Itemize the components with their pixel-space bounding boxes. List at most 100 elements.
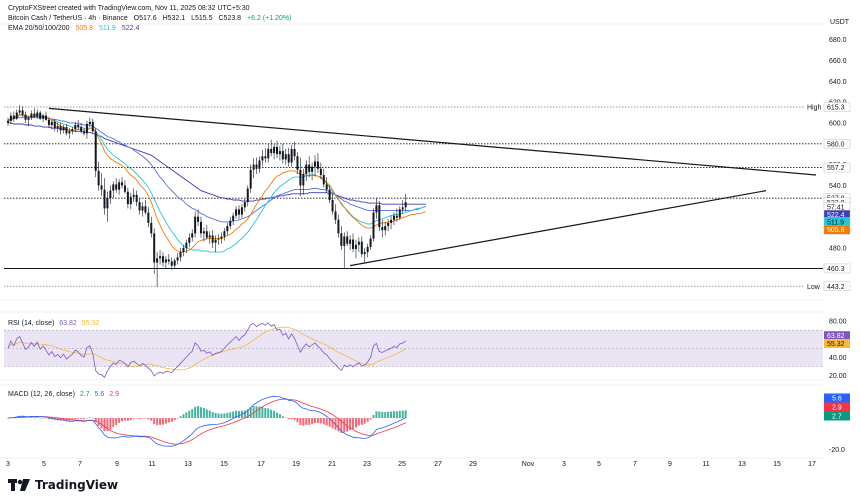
macd-histogram-bar (325, 418, 328, 426)
macd-badge-value: 5.6 (832, 396, 842, 403)
macd-histogram-bar (284, 417, 287, 418)
candle-body (194, 216, 197, 234)
time-tick-label: 3 (562, 461, 566, 468)
candle (328, 185, 331, 204)
macd-histogram-bar (50, 418, 53, 420)
macd-histogram-bar (97, 418, 100, 426)
candle-body (369, 238, 372, 247)
candle (375, 197, 378, 219)
candle-body (170, 261, 173, 266)
macd-histogram-bar (85, 418, 88, 419)
candle (42, 113, 45, 122)
candle-body (103, 189, 106, 209)
macd-histogram-bar (188, 410, 191, 418)
rsi-badge (824, 331, 850, 341)
time-tick-label: 21 (328, 461, 336, 468)
macd-histogram-bar (59, 418, 62, 421)
candle (349, 235, 352, 251)
candle-body (88, 121, 91, 124)
candle (302, 168, 305, 195)
candle (381, 219, 384, 238)
candle (360, 236, 363, 258)
macd-badge-value: 2.9 (832, 405, 842, 412)
candle (255, 157, 258, 174)
candle (159, 250, 162, 265)
macd-histogram-bar (278, 414, 281, 418)
time-tick-label: 19 (292, 461, 300, 468)
candle-body (328, 189, 331, 201)
price-badge (823, 224, 851, 235)
macd-histogram-bar (261, 406, 264, 418)
macd-histogram-bar (202, 408, 205, 418)
candle-body (153, 233, 156, 263)
candle-body (68, 131, 71, 134)
candle-body (246, 188, 249, 203)
tradingview-logo-icon (8, 479, 30, 491)
price-badge (823, 263, 851, 274)
candle-body (179, 252, 182, 258)
currency-text[interactable]: USDT (830, 19, 850, 26)
candle (77, 119, 80, 131)
candle-body (331, 200, 334, 212)
macd-histogram-bar (235, 410, 238, 418)
macd-histogram-bar (109, 418, 112, 430)
rsi-title[interactable]: RSI (14, close) (8, 320, 55, 327)
macd-title[interactable]: MACD (12, 26, close) (8, 391, 75, 398)
candle (45, 111, 48, 121)
macd-histogram-bar (138, 418, 141, 420)
macd-histogram-bar (197, 406, 200, 418)
candle-body (123, 185, 126, 192)
tradingview-brand[interactable]: TradingView (8, 478, 118, 492)
ema-legend-label[interactable]: EMA 20/50/100/200 (8, 25, 70, 32)
time-tick-label: 15 (773, 461, 781, 468)
macd-histogram-bar (94, 418, 97, 423)
macd-histogram-bar (387, 411, 390, 418)
candle-body (366, 246, 369, 253)
price-badge (823, 162, 851, 173)
candle-body (62, 127, 65, 131)
candle (12, 111, 15, 122)
candle-body (346, 236, 349, 244)
candle (398, 206, 401, 220)
macd-histogram-bar (296, 418, 299, 423)
candle (50, 119, 53, 130)
macd-histogram-bar (270, 409, 273, 418)
macd-histogram-bar (249, 407, 252, 418)
candle (91, 118, 94, 134)
candle-body (109, 190, 112, 198)
candle (167, 254, 170, 265)
macd-histogram-bar (346, 418, 349, 432)
candle-body (340, 233, 343, 246)
macd-histogram-bar (39, 417, 42, 419)
candle (194, 211, 197, 238)
rsi-tick-label: 40.00 (829, 355, 847, 362)
macd-histogram-bar (36, 417, 39, 418)
candle-body (173, 260, 176, 266)
macd-histogram-bar (118, 418, 121, 423)
candle-body (126, 191, 129, 205)
macd-histogram-bar (77, 418, 80, 419)
macd-histogram-bar (33, 417, 36, 419)
macd-histogram-bar (135, 418, 138, 419)
macd-histogram-bar (182, 414, 185, 418)
ema20-line (7, 114, 427, 253)
candle-body (308, 164, 311, 172)
symbol-name[interactable]: Bitcoin Cash / TetherUS · 4h · Binance (8, 15, 128, 22)
macd-histogram-bar (392, 411, 395, 418)
macd-histogram-bar (91, 417, 94, 419)
macd-histogram-bar (378, 411, 381, 418)
candle (197, 209, 200, 227)
candle-body (135, 194, 138, 203)
candle (404, 193, 407, 212)
rsi-ma-value: 55.32 (81, 320, 100, 327)
macd-histogram-bar (179, 416, 182, 418)
macd-histogram-bar (74, 418, 77, 420)
candle (392, 212, 395, 226)
candle (322, 168, 325, 188)
rsi-badge (824, 338, 850, 348)
candle-body (21, 110, 24, 115)
macd-histogram-bar (191, 409, 194, 418)
level-tag-label: High (807, 105, 822, 112)
macd-histogram-bar (223, 413, 226, 418)
candle (340, 226, 343, 251)
